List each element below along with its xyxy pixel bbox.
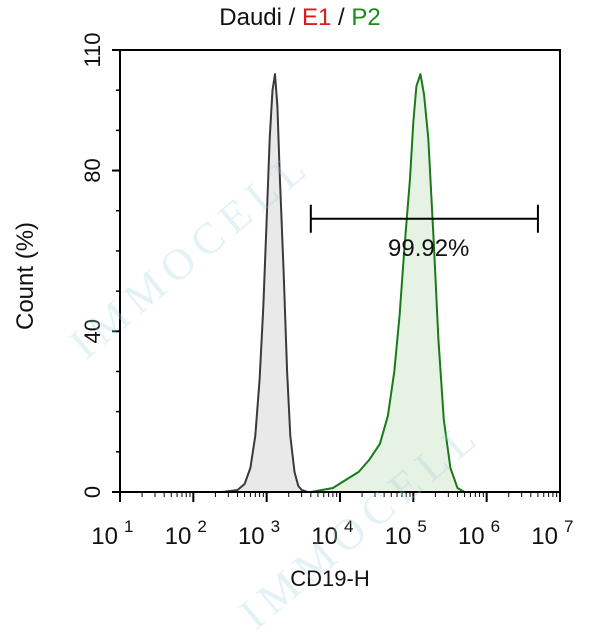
x-tick-label-base: 10	[458, 523, 485, 550]
x-tick-label-exponent: 1	[124, 517, 133, 536]
x-tick-label-exponent: 3	[271, 517, 280, 536]
y-tick-label: 40	[80, 319, 105, 343]
series-e1-line	[222, 73, 308, 493]
x-tick-label-base: 10	[311, 523, 338, 550]
y-axis-label: Count (%)	[12, 221, 39, 330]
chart-title: Daudi / E1 / P2	[0, 4, 600, 32]
title-p2: P2	[351, 4, 381, 31]
gate-layer	[309, 204, 539, 233]
title-sample: Daudi	[219, 4, 282, 31]
title-e1: E1	[302, 4, 332, 31]
y-tick-label: 80	[80, 158, 105, 182]
x-tick-label-base: 10	[238, 523, 265, 550]
x-tick-label-exponent: 5	[417, 517, 426, 536]
x-tick-label-base: 10	[385, 523, 412, 550]
series-layer	[222, 73, 466, 493]
plot-frame	[119, 49, 561, 493]
x-tick-label-exponent: 7	[564, 517, 573, 536]
x-axis-label: CD19-H	[290, 566, 370, 591]
x-tick-label-exponent: 6	[491, 517, 500, 536]
gate-percentage-label: 99.92%	[388, 235, 470, 262]
x-tick-label-base: 10	[531, 523, 558, 550]
x-tick-label-base: 10	[165, 523, 192, 550]
x-tick-label-exponent: 2	[197, 517, 206, 536]
y-tick-label: 110	[80, 32, 105, 67]
series-p2-line	[310, 73, 466, 493]
x-tick-label-exponent: 4	[344, 517, 353, 536]
title-separator: /	[281, 4, 302, 31]
title-separator-2: /	[331, 4, 352, 31]
x-tick-label-base: 10	[91, 523, 118, 550]
series-p2-fill	[310, 74, 465, 492]
y-tick-label: 0	[80, 486, 105, 498]
